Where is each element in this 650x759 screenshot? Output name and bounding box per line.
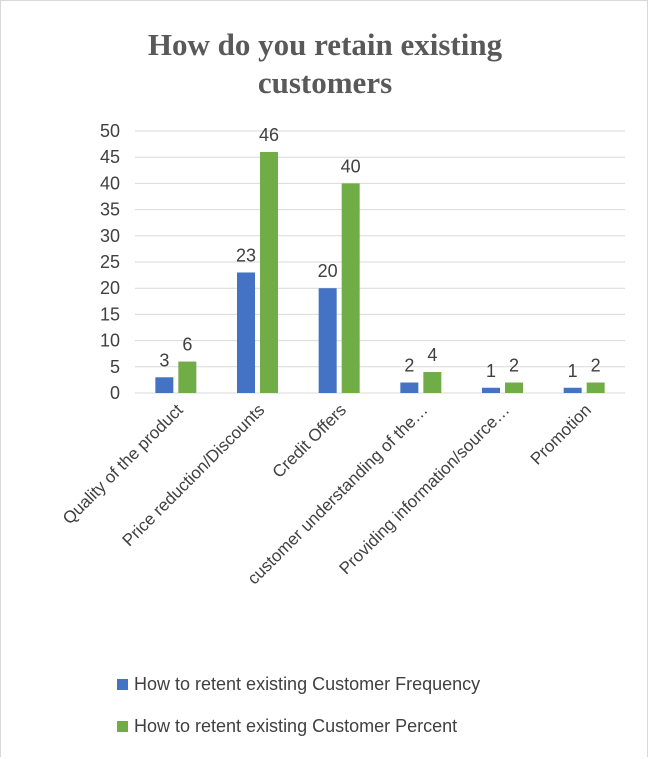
- y-tick-label: 50: [100, 121, 120, 141]
- data-label: 3: [159, 350, 169, 370]
- x-category-label: Providing information/source…: [336, 400, 514, 578]
- data-label: 2: [509, 356, 519, 376]
- data-label: 4: [427, 345, 437, 365]
- data-label: 40: [341, 156, 361, 176]
- data-label: 46: [259, 125, 279, 145]
- data-label: 1: [486, 361, 496, 381]
- x-category-label: Credit Offers: [269, 400, 350, 481]
- data-label: 1: [568, 361, 578, 381]
- data-label: 2: [591, 356, 601, 376]
- legend-label-percent: How to retent existing Customer Percent: [134, 716, 458, 736]
- y-tick-label: 45: [100, 147, 120, 167]
- bar-frequency: [482, 387, 500, 393]
- y-tick-label: 25: [100, 252, 120, 272]
- bar-percent: [423, 372, 442, 393]
- y-tick-label: 15: [100, 304, 120, 324]
- bar-frequency: [318, 288, 337, 393]
- y-tick-label: 5: [110, 357, 120, 377]
- bar-frequency: [237, 272, 255, 393]
- bar-frequency: [563, 387, 582, 393]
- y-tick-label: 0: [110, 383, 120, 403]
- bar-percent: [341, 183, 360, 393]
- data-label: 20: [318, 261, 338, 281]
- y-tick-label: 20: [100, 278, 120, 298]
- x-category-label: Promotion: [527, 400, 595, 468]
- y-tick-label: 30: [100, 226, 120, 246]
- bar-percent: [505, 382, 523, 393]
- data-label: 23: [236, 245, 256, 265]
- x-category-label: Price reduction/Discounts: [119, 400, 269, 550]
- chart-title: How do you retain existing customers: [147, 27, 503, 100]
- legend-swatch-percent: [117, 721, 128, 732]
- legend-item-frequency: How to retent existing Customer Frequenc…: [117, 674, 480, 695]
- y-tick-label: 35: [100, 200, 120, 220]
- bar-frequency: [155, 377, 174, 393]
- x-category-label: customer understanding of the…: [244, 400, 432, 588]
- legend-swatch-frequency: [117, 679, 128, 690]
- y-tick-label: 40: [100, 173, 120, 193]
- data-label: 2: [404, 356, 414, 376]
- bar-percent: [586, 382, 605, 393]
- bar-percent: [178, 361, 197, 393]
- data-label: 6: [182, 335, 192, 355]
- bar-frequency: [400, 382, 419, 393]
- legend-label-frequency: How to retent existing Customer Frequenc…: [134, 674, 481, 694]
- legend-item-percent: How to retent existing Customer Percent: [117, 716, 457, 737]
- y-tick-label: 10: [100, 331, 120, 351]
- bar-percent: [260, 151, 278, 393]
